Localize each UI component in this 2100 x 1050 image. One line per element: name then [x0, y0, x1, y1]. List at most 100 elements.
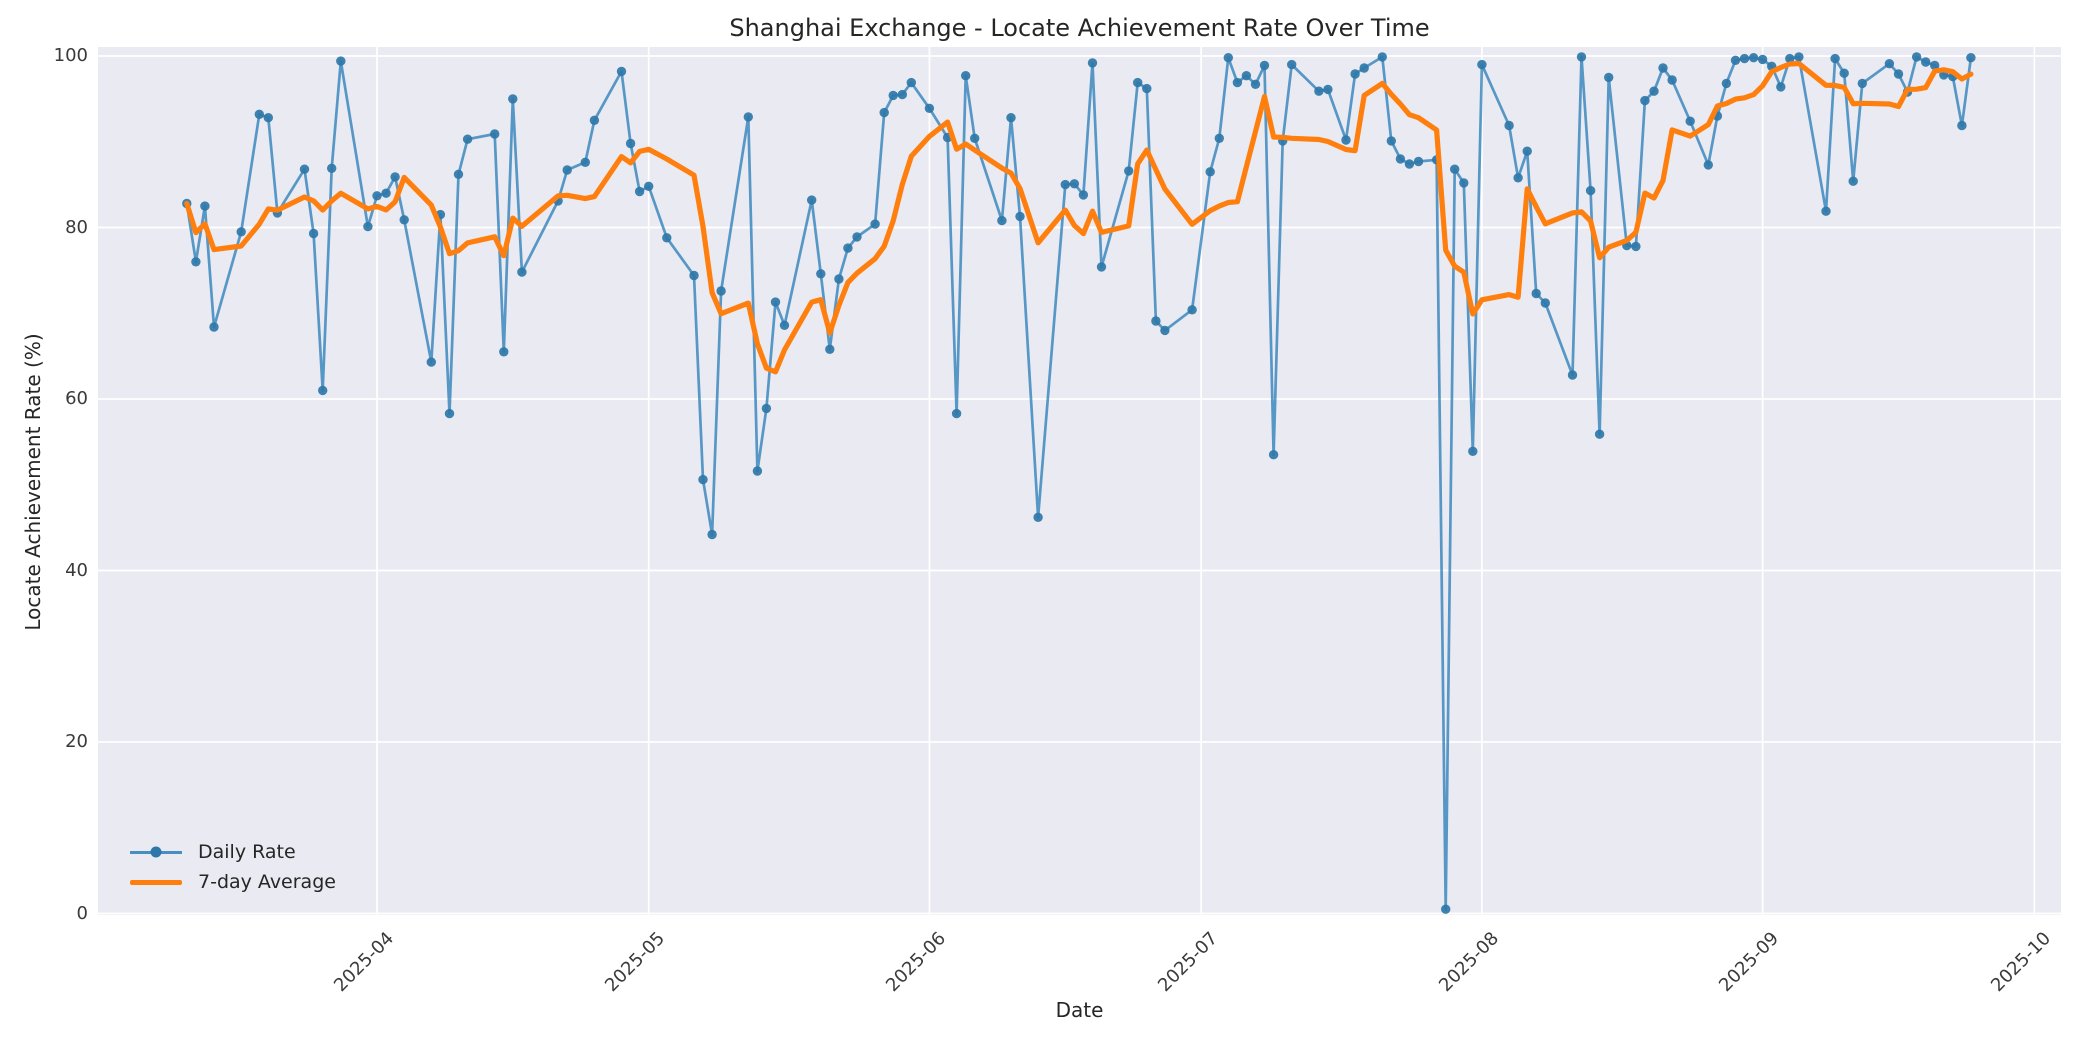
daily-rate-marker	[390, 172, 400, 182]
seven-day-average-line	[184, 60, 1974, 375]
daily-rate-marker	[816, 269, 826, 279]
daily-rate-marker	[1685, 116, 1695, 126]
daily-rate-marker	[1124, 166, 1134, 176]
daily-rate-marker	[1142, 83, 1152, 94]
daily-rate-marker	[1241, 71, 1252, 81]
daily-rate-marker	[1060, 179, 1071, 190]
daily-rate-marker	[1359, 63, 1369, 73]
daily-rate-marker	[888, 90, 898, 101]
daily-rate-marker	[336, 56, 346, 66]
daily-rate-marker	[1884, 59, 1895, 69]
daily-rate-marker	[1631, 241, 1641, 252]
daily-rate-marker	[1893, 69, 1904, 79]
daily-rate-marker	[499, 347, 509, 357]
daily-rate-marker	[372, 191, 382, 201]
daily-rate-marker	[1314, 86, 1324, 96]
daily-rate-marker	[906, 77, 916, 88]
daily-rate-marker	[1350, 69, 1360, 79]
average-line-swatch-icon	[130, 867, 182, 897]
daily-rate-marker	[625, 138, 636, 149]
daily-rate-marker	[1377, 52, 1388, 62]
daily-rate-marker	[807, 195, 817, 205]
daily-rate-marker	[743, 112, 753, 122]
daily-rate-marker	[1033, 512, 1043, 522]
daily-rate-marker	[1450, 164, 1460, 174]
daily-rate-marker	[254, 109, 264, 120]
daily-rate-marker	[997, 215, 1007, 226]
daily-rate-marker	[1649, 86, 1659, 96]
y-tick-label: 0	[76, 902, 88, 924]
daily-rate-marker	[580, 157, 590, 167]
daily-rate-marker	[1087, 58, 1098, 68]
x-tick-label: 2025-07	[1153, 928, 1223, 997]
y-tick-label: 40	[65, 559, 88, 581]
daily-rate-marker	[453, 169, 464, 179]
daily-rate-marker	[843, 243, 853, 253]
daily-rate-marker	[1006, 113, 1016, 123]
daily-rate-marker	[236, 227, 246, 237]
daily-rate-marker	[1594, 429, 1605, 439]
daily-rate-marker	[1667, 75, 1677, 85]
daily-rate-marker	[1205, 167, 1215, 177]
daily-rate-marker	[951, 408, 962, 419]
daily-rate-marker	[1585, 185, 1596, 196]
daily-rate-marker	[1513, 173, 1523, 183]
line-chart-canvas	[98, 47, 2061, 915]
x-tick-label: 2025-04	[329, 928, 398, 997]
daily-rate-marker	[517, 267, 527, 277]
legend-label-7day-average: 7-day Average	[198, 871, 336, 893]
daily-rate-marker	[1268, 450, 1279, 460]
daily-rate-marker	[1739, 53, 1750, 64]
daily-rate-marker	[1069, 179, 1080, 189]
daily-rate-marker	[662, 233, 672, 243]
daily-rate-marker	[1078, 190, 1089, 200]
daily-rate-marker	[1757, 54, 1768, 65]
daily-rate-marker	[825, 344, 835, 354]
plot-area: Daily Rate 7-day Average	[98, 47, 2061, 915]
daily-rate-marker	[1250, 79, 1261, 90]
daily-rate-marker	[1386, 136, 1397, 146]
daily-rate-marker	[1232, 77, 1243, 88]
daily-rate-marker	[1504, 120, 1514, 131]
legend-label-daily-rate: Daily Rate	[198, 841, 296, 863]
daily-rate-marker	[1151, 316, 1161, 326]
daily-rate-marker	[1957, 120, 1967, 131]
daily-rate-marker	[508, 94, 518, 104]
daily-rate-marker	[1857, 78, 1868, 89]
daily-rate-marker	[209, 322, 219, 332]
daily-rate-marker	[263, 113, 273, 123]
daily-rate-marker	[1640, 95, 1650, 106]
x-tick-label: 2025-06	[882, 928, 951, 997]
daily-rate-marker	[1776, 82, 1786, 92]
daily-rate-marker	[1721, 78, 1732, 89]
daily-rate-marker	[770, 297, 781, 307]
daily-rate-marker	[1703, 160, 1714, 170]
daily-rate-marker	[1223, 53, 1234, 63]
daily-rate-marker	[870, 219, 880, 229]
daily-rate-marker	[399, 215, 409, 225]
daily-rate-marker	[1395, 154, 1406, 164]
x-tick-label: 2025-05	[601, 928, 670, 997]
daily-rate-marker	[1133, 77, 1143, 88]
daily-rate-marker	[634, 186, 645, 197]
daily-rate-marker	[852, 232, 862, 242]
daily-rate-marker	[1160, 325, 1170, 336]
daily-rate-marker	[698, 474, 708, 485]
daily-rate-marker	[1477, 59, 1487, 70]
daily-rate-marker	[1748, 53, 1759, 63]
daily-rate-marker	[381, 188, 391, 198]
daily-rate-marker	[1522, 146, 1532, 156]
daily-rate-marker	[1413, 156, 1424, 167]
daily-rate-marker	[308, 228, 319, 239]
daily-rate-marker	[1839, 68, 1849, 78]
daily-rate-marker	[1187, 305, 1197, 315]
daily-rate-marker	[752, 466, 763, 476]
daily-rate-marker	[1404, 159, 1415, 169]
daily-rate-marker	[490, 129, 500, 139]
daily-rate-marker	[970, 133, 980, 143]
daily-rate-marker	[779, 320, 790, 330]
legend-item-daily-rate: Daily Rate	[130, 837, 336, 867]
daily-rate-marker	[1214, 133, 1225, 143]
y-tick-label: 60	[65, 388, 88, 409]
daily-rate-marker	[462, 134, 473, 144]
